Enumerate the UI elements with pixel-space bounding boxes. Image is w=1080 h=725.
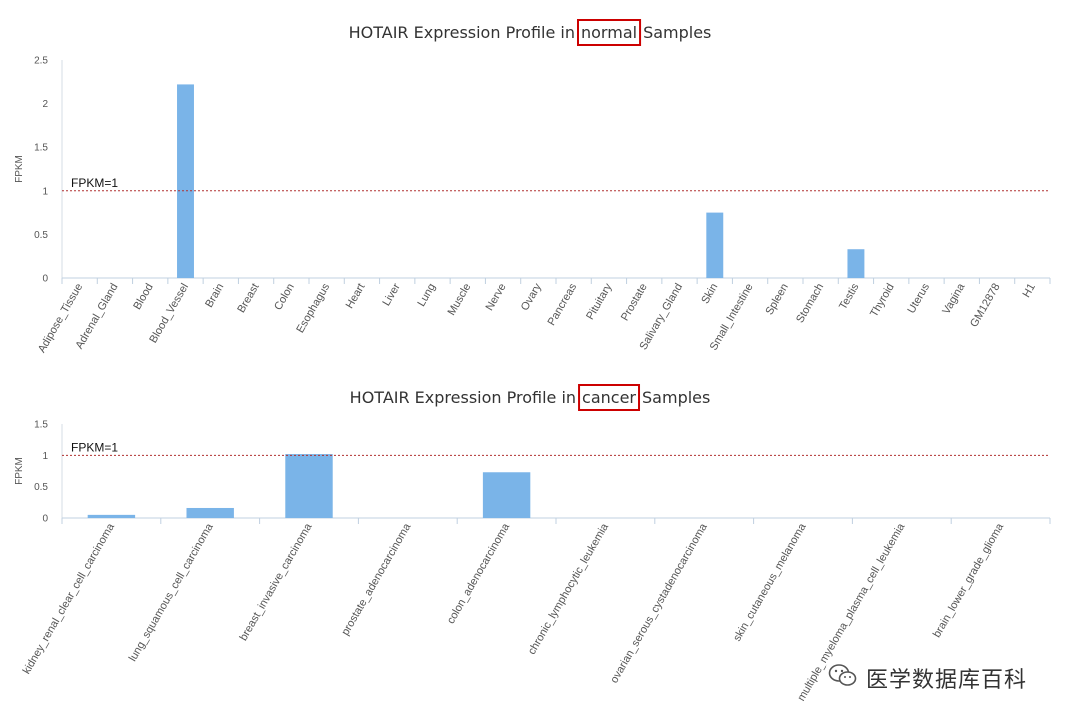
x-tick-label: Colon xyxy=(272,282,297,313)
reference-line-label: FPKM=1 xyxy=(71,440,118,454)
x-tick-label: Ovary xyxy=(519,281,544,313)
x-tick-label: H1 xyxy=(1021,282,1038,300)
y-tick-label: 1 xyxy=(42,451,48,462)
x-tick-label: brain_lower_grade_glioma xyxy=(931,521,1007,640)
y-axis-title: FPKM xyxy=(14,457,25,485)
x-tick-label: Spleen xyxy=(763,282,791,318)
watermark: 医学数据库百科 xyxy=(826,660,1032,696)
x-tick-label: ovarian_serous_cystadenocarcinoma xyxy=(608,521,710,686)
chart-title-highlight: normal xyxy=(581,23,637,42)
y-tick-label: 0 xyxy=(42,514,48,525)
x-tick-label: Heart xyxy=(344,282,368,311)
x-tick-label: Pituitary xyxy=(584,281,615,322)
x-tick-label: Muscle xyxy=(446,282,474,318)
y-tick-label: 0.5 xyxy=(34,482,48,493)
x-tick-label: kidney_renal_clear_cell_carcinoma xyxy=(21,521,118,677)
bar xyxy=(706,212,724,278)
chart-title-prefix: HOTAIR Expression Profile in xyxy=(349,23,575,42)
x-tick-label: Lung xyxy=(415,282,438,309)
y-axis-title: FPKM xyxy=(14,155,25,183)
y-tick-label: 1.5 xyxy=(34,420,48,431)
normal-samples-chart: HOTAIR Expression Profile in normal Sample… xyxy=(14,19,1051,355)
x-tick-label: Testis xyxy=(837,281,862,312)
x-tick-label: colon_adenocarcinoma xyxy=(445,521,513,626)
chart-title-suffix: Samples xyxy=(643,23,711,42)
chart-title-suffix: Samples xyxy=(642,388,710,407)
chart-title: HOTAIR Expression Profile in cancer Sample… xyxy=(350,384,710,411)
x-tick-label: Prostate xyxy=(619,282,650,323)
x-tick-label: Blood_Vessel xyxy=(147,282,191,346)
x-tick-label: Skin xyxy=(699,282,720,307)
x-tick-label: Brain xyxy=(203,282,226,310)
x-tick-label: Liver xyxy=(380,281,402,308)
bar xyxy=(177,84,194,278)
x-tick-label: skin_cutaneous_melanoma xyxy=(731,521,809,644)
title-highlight-box xyxy=(578,384,641,411)
x-tick-label: Uterus xyxy=(906,281,933,315)
y-tick-label: 0 xyxy=(42,274,48,285)
x-tick-label: breast_invasive_carcinoma xyxy=(238,521,315,643)
chart-title-highlight: cancer xyxy=(582,388,636,407)
x-tick-label: chronic_lymphocytic_leukemia xyxy=(526,521,611,657)
x-tick-label: lung_squamous_cell_carcinoma xyxy=(127,521,216,664)
x-tick-label: GM12878 xyxy=(968,282,1003,330)
x-tick-label: prostate_adenocarcinoma xyxy=(339,521,413,638)
bar xyxy=(186,507,234,518)
title-highlight-box xyxy=(577,19,642,46)
x-tick-label: Stomach xyxy=(794,282,826,326)
y-tick-label: 2 xyxy=(42,99,48,110)
chart-title: HOTAIR Expression Profile in normal Sample… xyxy=(349,19,711,46)
x-tick-label: Blood xyxy=(131,282,155,312)
y-tick-label: 1 xyxy=(42,186,48,197)
cancer-samples-chart: HOTAIR Expression Profile in cancer Sample… xyxy=(14,384,1051,703)
x-tick-label: Pancreas xyxy=(546,281,580,328)
x-tick-label: Thyroid xyxy=(868,282,897,320)
wechat-icon xyxy=(828,663,858,694)
reference-line-label: FPKM=1 xyxy=(71,176,118,190)
chart-title-prefix: HOTAIR Expression Profile in xyxy=(350,388,576,407)
bar xyxy=(847,249,865,278)
x-tick-label: Breast xyxy=(235,282,261,316)
y-tick-label: 2.5 xyxy=(34,56,48,67)
y-tick-label: 0.5 xyxy=(34,230,48,241)
x-tick-label: Esophagus xyxy=(294,281,332,335)
watermark-text: 医学数据库百科 xyxy=(866,668,1028,693)
x-tick-label: Vagina xyxy=(940,281,968,317)
bar xyxy=(285,454,333,518)
y-tick-label: 1.5 xyxy=(34,143,48,154)
x-tick-label: Nerve xyxy=(484,281,509,312)
bar xyxy=(482,472,531,518)
bar xyxy=(87,514,136,518)
